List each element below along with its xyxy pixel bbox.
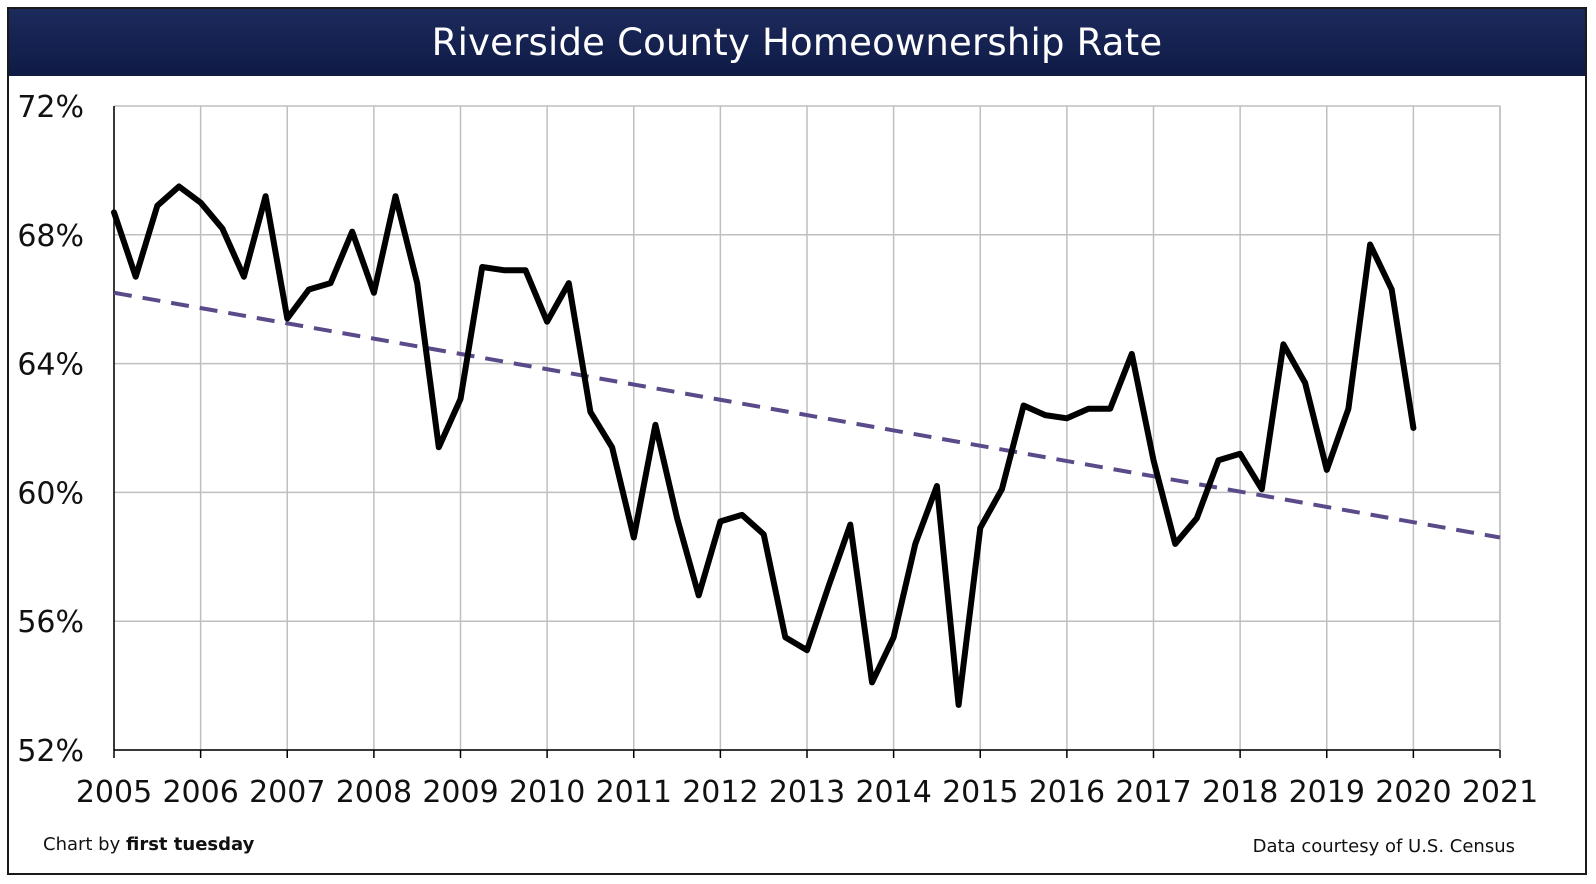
x-tick-label: 2013	[769, 775, 845, 810]
y-tick-label: 52%	[17, 734, 84, 769]
credit-prefix: Chart by	[43, 834, 126, 855]
line-chart: 52% 56% 60% 64% 68% 72% 2005 2006 2007 2008 2009 20…	[17, 90, 1538, 810]
homeownership-rate-line	[111, 183, 1417, 708]
x-tick-label: 2019	[1289, 775, 1365, 810]
y-tick-label: 60%	[17, 476, 84, 511]
y-tick-label: 56%	[17, 605, 84, 640]
y-tick-label: 64%	[17, 348, 84, 383]
x-tick-label: 2006	[162, 775, 238, 810]
x-tick-label: 2012	[682, 775, 758, 810]
x-tick-label: 2009	[422, 775, 498, 810]
credit-brand: first tuesday	[126, 834, 255, 855]
trend-line	[113, 290, 1501, 540]
x-tick-label: 2020	[1375, 775, 1451, 810]
x-tick-label: 2016	[1029, 775, 1105, 810]
y-tick-label: 68%	[17, 219, 84, 254]
x-tick-label: 2005	[76, 775, 152, 810]
chart-title: Riverside County Homeownership Rate	[431, 21, 1163, 64]
y-tick-label: 72%	[17, 90, 84, 125]
data-source: Data courtesy of U.S. Census	[1252, 836, 1515, 857]
x-tick-label: 2021	[1462, 775, 1538, 810]
chart-credit: Chart by first tuesday	[43, 834, 254, 855]
x-tick-label: 2011	[596, 775, 672, 810]
chart-frame: Riverside County Homeownership Rate 52% 5…	[7, 7, 1587, 875]
x-tick-label: 2014	[855, 775, 931, 810]
x-tick-label: 2008	[336, 775, 412, 810]
x-tick-label: 2018	[1202, 775, 1278, 810]
x-tick-label: 2007	[249, 775, 325, 810]
title-bar: Riverside County Homeownership Rate	[9, 9, 1585, 76]
x-tick-label: 2010	[509, 775, 585, 810]
x-tick-label: 2015	[942, 775, 1018, 810]
x-tick-label: 2017	[1115, 775, 1191, 810]
